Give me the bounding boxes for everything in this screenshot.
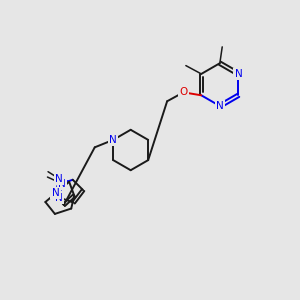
Text: N: N (235, 69, 242, 79)
Text: N: N (56, 174, 63, 184)
Text: N: N (216, 101, 224, 111)
Text: N: N (52, 188, 59, 198)
Text: N: N (109, 135, 117, 145)
Text: N: N (58, 178, 66, 189)
Text: N: N (56, 193, 63, 202)
Text: O: O (179, 87, 188, 97)
